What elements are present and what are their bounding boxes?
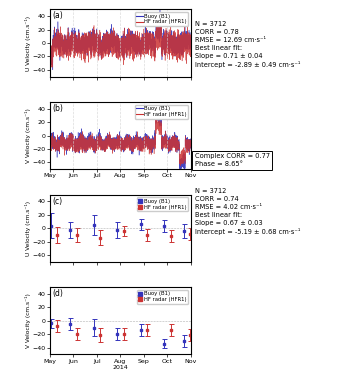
Text: N = 3712
CORR = 0.74
RMSE = 4.02 cm·s⁻¹
Best linear fit:
Slope = 0.67 ± 0.03
Int: N = 3712 CORR = 0.74 RMSE = 4.02 cm·s⁻¹ … [195, 188, 300, 235]
X-axis label: 2014: 2014 [112, 365, 129, 370]
Legend: Buoy (B1), HF radar (HFR1): Buoy (B1), HF radar (HFR1) [135, 12, 188, 26]
Text: (d): (d) [52, 289, 63, 298]
Y-axis label: V Velocity (cm.s⁻¹): V Velocity (cm.s⁻¹) [25, 293, 31, 348]
Text: (a): (a) [52, 11, 63, 20]
Y-axis label: U Velocity (cm.s⁻¹): U Velocity (cm.s⁻¹) [25, 16, 31, 70]
Text: (b): (b) [52, 104, 63, 113]
Y-axis label: U Velocity (cm.s⁻¹): U Velocity (cm.s⁻¹) [25, 200, 31, 256]
Legend: Buoy (B1), HF radar (HFR1): Buoy (B1), HF radar (HFR1) [137, 290, 188, 304]
Text: (c): (c) [52, 197, 62, 206]
Text: Complex CORR = 0.77
Phase = 8.65°: Complex CORR = 0.77 Phase = 8.65° [195, 153, 270, 168]
Y-axis label: V Velocity (cm.s⁻¹): V Velocity (cm.s⁻¹) [25, 108, 31, 163]
Text: N = 3712
CORR = 0.78
RMSE = 12.69 cm·s⁻¹
Best linear fit:
Slope = 0.71 ± 0.04
In: N = 3712 CORR = 0.78 RMSE = 12.69 cm·s⁻¹… [195, 21, 300, 68]
Legend: Buoy (B1), HF radar (HFR1): Buoy (B1), HF radar (HFR1) [137, 197, 188, 211]
Legend: Buoy (B1), HF radar (HFR1): Buoy (B1), HF radar (HFR1) [135, 105, 188, 119]
